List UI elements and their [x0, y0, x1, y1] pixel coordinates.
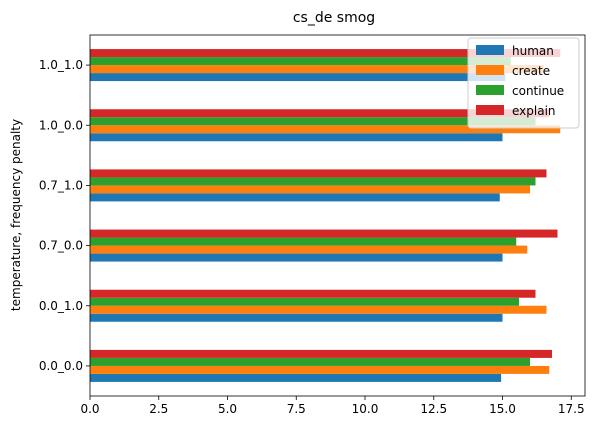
bar-human-0.7_0.0 [90, 253, 503, 262]
bar-explain-0.7_0.0 [90, 229, 558, 238]
bar-human-0.0_0.0 [90, 373, 502, 382]
bar-explain-1.0_1.0 [90, 49, 561, 58]
bar-create-0.7_0.0 [90, 245, 528, 254]
bar-continue-0.0_0.0 [90, 357, 530, 366]
bar-create-1.0_1.0 [90, 65, 544, 74]
axes-layer: 0.0_0.0 0.0_1.0 0.7_0.0 0.7_1.0 1.0_0.0 1.0_1… [39, 58, 585, 416]
bar-create-0.0_1.0 [90, 305, 547, 314]
legend-label-human: human [512, 44, 554, 58]
bar-human-1.0_1.0 [90, 73, 506, 82]
legend-swatch-create [476, 65, 504, 75]
x-tick-label: 5.0 [218, 402, 237, 416]
bar-explain-0.7_1.0 [90, 169, 547, 178]
bar-continue-0.7_0.0 [90, 237, 517, 246]
bar-create-0.0_0.0 [90, 365, 550, 374]
bar-explain-0.0_1.0 [90, 289, 536, 298]
bar-create-0.7_1.0 [90, 185, 530, 194]
x-tick-label: 0.0 [80, 402, 99, 416]
bar-explain-0.0_0.0 [90, 349, 552, 358]
legend-swatch-explain [476, 105, 504, 115]
x-tick-label: 7.5 [287, 402, 306, 416]
y-tick-label: 0.0_0.0 [39, 359, 83, 373]
bars-layer [90, 49, 561, 382]
chart-title: cs_de smog [293, 10, 375, 26]
legend-label-create: create [512, 64, 550, 78]
y-tick-label: 1.0_0.0 [39, 118, 83, 132]
legend-swatch-human [476, 45, 504, 55]
bar-human-0.7_1.0 [90, 193, 500, 202]
y-tick-label: 0.0_1.0 [39, 299, 83, 313]
y-tick-label: 1.0_1.0 [39, 58, 83, 72]
y-tick-label: 0.7_0.0 [39, 239, 83, 253]
bar-continue-0.0_1.0 [90, 297, 519, 306]
x-tick-label: 12.5 [420, 402, 447, 416]
x-tick-label: 10.0 [352, 402, 379, 416]
bar-continue-1.0_0.0 [90, 117, 536, 126]
bar-create-1.0_0.0 [90, 125, 561, 134]
bar-explain-1.0_0.0 [90, 109, 550, 118]
x-tick-label: 2.5 [149, 402, 168, 416]
bar-human-0.0_1.0 [90, 313, 503, 322]
legend-label-continue: continue [512, 84, 564, 98]
bar-human-1.0_0.0 [90, 133, 503, 142]
legend-label-explain: explain [512, 104, 556, 118]
legend-swatch-continue [476, 85, 504, 95]
legend: human create continue explain [467, 37, 580, 129]
bar-continue-0.7_1.0 [90, 177, 536, 186]
x-tick-label: 15.0 [489, 402, 516, 416]
x-tick-label: 17.5 [558, 402, 585, 416]
plot-frame [89, 34, 586, 397]
y-axis-label: temperature, frequency penalty [9, 119, 23, 311]
y-tick-label: 0.7_1.0 [39, 178, 83, 192]
bar-continue-1.0_1.0 [90, 57, 511, 66]
